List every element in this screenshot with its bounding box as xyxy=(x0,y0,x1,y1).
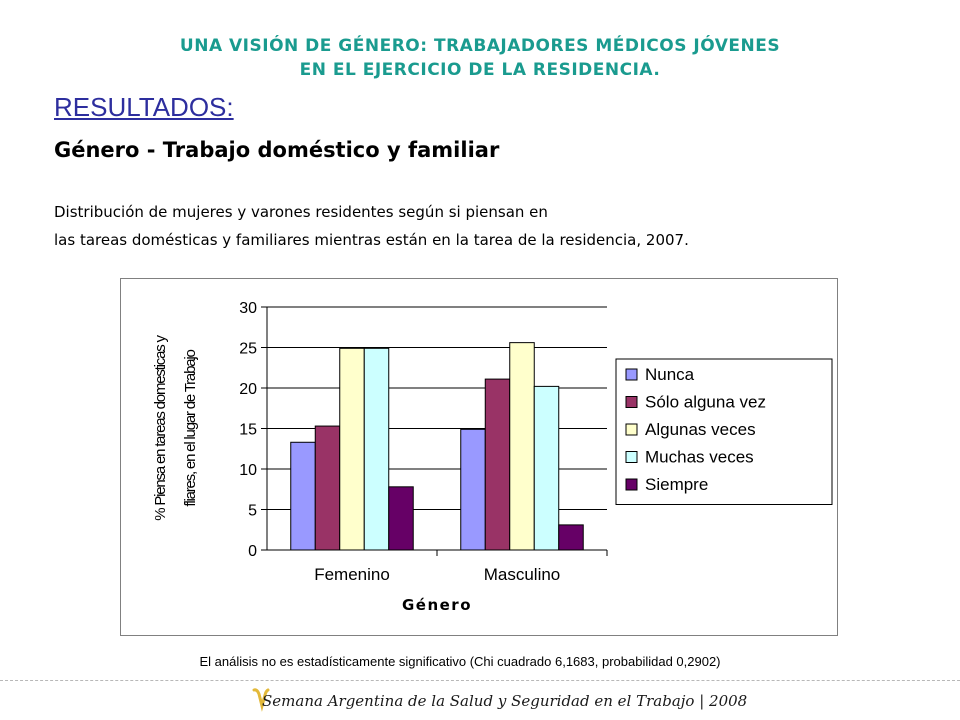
slide-title-line-2: EN EL EJERCICIO DE LA RESIDENCIA. xyxy=(299,60,661,80)
chart-description: Distribución de mujeres y varones reside… xyxy=(54,198,689,254)
y-tick-label: 20 xyxy=(239,381,257,398)
section-subtitle: Género - Trabajo doméstico y familiar xyxy=(54,138,500,162)
axes: 0 5 10 15 20 25 30 Femenino Masculino xyxy=(239,300,608,584)
y-tick-label: 10 xyxy=(239,462,257,479)
slide-title-line-1: UNA VISIÓN DE GÉNERO: TRABAJADORES MÉDIC… xyxy=(179,36,781,56)
chart-description-line-2: las tareas domésticas y familiares mient… xyxy=(54,231,689,249)
y-axis-label-line-2: fliares, en el lugar de Trabajo xyxy=(182,350,199,507)
x-tick-label: Femenino xyxy=(314,565,390,584)
bars xyxy=(290,342,584,551)
bar-masculino-2 xyxy=(509,342,535,551)
section-title: RESULTADOS: xyxy=(54,92,234,122)
legend-entry: Algunas veces xyxy=(645,420,756,439)
chart-frame: 0 5 10 15 20 25 30 Femenino Masculino % Piensa e… xyxy=(120,278,838,636)
bar-masculino-4 xyxy=(558,524,584,551)
bar-chart: 0 5 10 15 20 25 30 Femenino Masculino % Piensa e… xyxy=(152,300,833,614)
slide-title: UNA VISIÓN DE GÉNERO: TRABAJADORES MÉDIC… xyxy=(0,34,960,82)
statistical-note: El análisis no es estadísticamente signi… xyxy=(199,654,721,669)
y-tick-label: 0 xyxy=(248,543,257,560)
bar-femenino-2 xyxy=(339,347,365,551)
legend-swatch xyxy=(625,451,638,463)
legend-swatch xyxy=(625,423,638,436)
legend-box xyxy=(615,358,833,505)
y-tick-label: 25 xyxy=(239,341,257,358)
legend-entry: Siempre xyxy=(645,475,708,494)
legend-entry: Nunca xyxy=(645,365,695,384)
bar-femenino-1 xyxy=(314,425,341,551)
legend-swatch xyxy=(625,396,638,408)
legend-swatch xyxy=(625,478,638,491)
bar-femenino-0 xyxy=(290,441,316,551)
bar-masculino-0 xyxy=(460,428,486,551)
bar-masculino-1 xyxy=(484,378,511,551)
y-tick-label: 30 xyxy=(239,300,257,317)
chart-description-line-1: Distribución de mujeres y varones reside… xyxy=(54,203,548,221)
y-axis-label-line-1: % Piensa en tareas domesticas y xyxy=(152,335,169,521)
footer-event-name: Semana Argentina de la Salud y Seguridad… xyxy=(262,692,748,710)
legend: Nunca Sólo alguna vez Algunas veces Muchas … xyxy=(615,358,833,505)
y-tick-label: 15 xyxy=(239,422,257,439)
bar-masculino-3 xyxy=(533,385,560,551)
axis-labels: % Piensa en tareas domesticas y fliares,… xyxy=(152,335,472,614)
footer-divider xyxy=(0,680,960,681)
legend-entry: Sólo alguna vez xyxy=(645,393,766,412)
bar-femenino-4 xyxy=(388,486,414,551)
y-tick-label: 5 xyxy=(248,503,257,520)
x-tick-label: Masculino xyxy=(484,565,561,584)
legend-entry: Muchas veces xyxy=(645,448,754,467)
x-axis-label: Género xyxy=(402,596,472,614)
legend-swatch xyxy=(625,368,638,381)
bar-femenino-3 xyxy=(363,347,390,551)
footer-logo-mark xyxy=(252,688,270,712)
